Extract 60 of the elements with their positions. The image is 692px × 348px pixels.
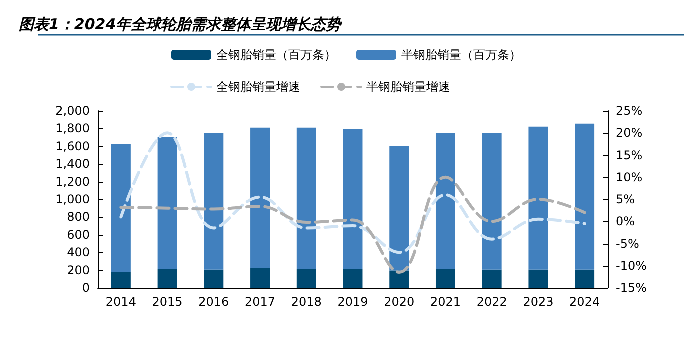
y-tick-label: 200	[67, 263, 90, 278]
y2-tick-label: -10%	[616, 258, 648, 273]
bar	[436, 269, 456, 288]
y-tick-label: 1,200	[56, 174, 90, 189]
y2-tick-label: 25%	[616, 104, 643, 118]
y-tick-label: 1,800	[56, 122, 90, 136]
y2-tick-label: 10%	[616, 170, 643, 184]
y-tick-label: 0	[82, 281, 90, 295]
bar	[390, 270, 410, 288]
x-tick-label: 2018	[291, 295, 322, 309]
x-tick-label: 2022	[476, 295, 508, 309]
y-tick-label: 600	[67, 228, 90, 242]
bar	[528, 126, 548, 270]
line-series	[120, 176, 586, 274]
bar	[111, 272, 131, 288]
bar	[482, 270, 502, 288]
y-tick-label: 1,600	[56, 139, 90, 154]
x-tick-label: 2021	[430, 295, 461, 309]
legend-label: 全钢胎销量增速	[216, 80, 300, 94]
legend-label: 半钢胎销量增速	[366, 80, 450, 94]
x-tick-label: 2024	[570, 295, 600, 309]
bar	[390, 146, 410, 271]
bar	[436, 133, 456, 270]
chart-title: 图表1：2024年全球轮胎需求整体呈现增长态势	[19, 16, 344, 34]
x-tick-label: 2015	[152, 295, 183, 309]
bar	[343, 268, 363, 288]
y-tick-label: 400	[67, 246, 90, 260]
y2-tick-label: 5%	[616, 192, 636, 206]
x-tick-label: 2016	[198, 295, 230, 309]
bar	[575, 124, 595, 270]
legend-label: 半钢胎销量（百万条）	[402, 48, 522, 62]
bar	[250, 268, 270, 288]
bar	[296, 268, 316, 288]
bar	[250, 128, 270, 269]
bar	[204, 270, 224, 288]
bar	[575, 270, 595, 288]
x-tick-label: 2014	[106, 295, 136, 309]
x-tick-label: 2019	[338, 295, 368, 309]
y-tick-label: 1,000	[56, 192, 90, 206]
y2-tick-label: -5%	[616, 236, 640, 251]
bar	[158, 269, 178, 288]
bar	[528, 270, 548, 288]
y-tick-label: 800	[67, 210, 90, 224]
y2-tick-label: 0%	[616, 214, 636, 229]
y2-tick-label: -15%	[616, 281, 648, 295]
y2-tick-label: 15%	[616, 148, 643, 162]
bar	[343, 129, 363, 269]
y-tick-label: 1,400	[56, 157, 90, 172]
x-tick-label: 2020	[384, 295, 415, 309]
bar	[204, 133, 224, 270]
x-tick-label: 2017	[245, 295, 276, 309]
bar	[296, 128, 316, 269]
bar	[482, 133, 502, 270]
line-series	[120, 132, 586, 254]
y2-tick-label: 20%	[616, 126, 643, 140]
y-tick-label: 2,000	[56, 104, 90, 118]
bar	[158, 138, 178, 270]
bar	[111, 144, 131, 273]
x-tick-label: 2023	[523, 295, 554, 309]
legend-label: 全钢胎销量（百万条）	[216, 48, 336, 62]
